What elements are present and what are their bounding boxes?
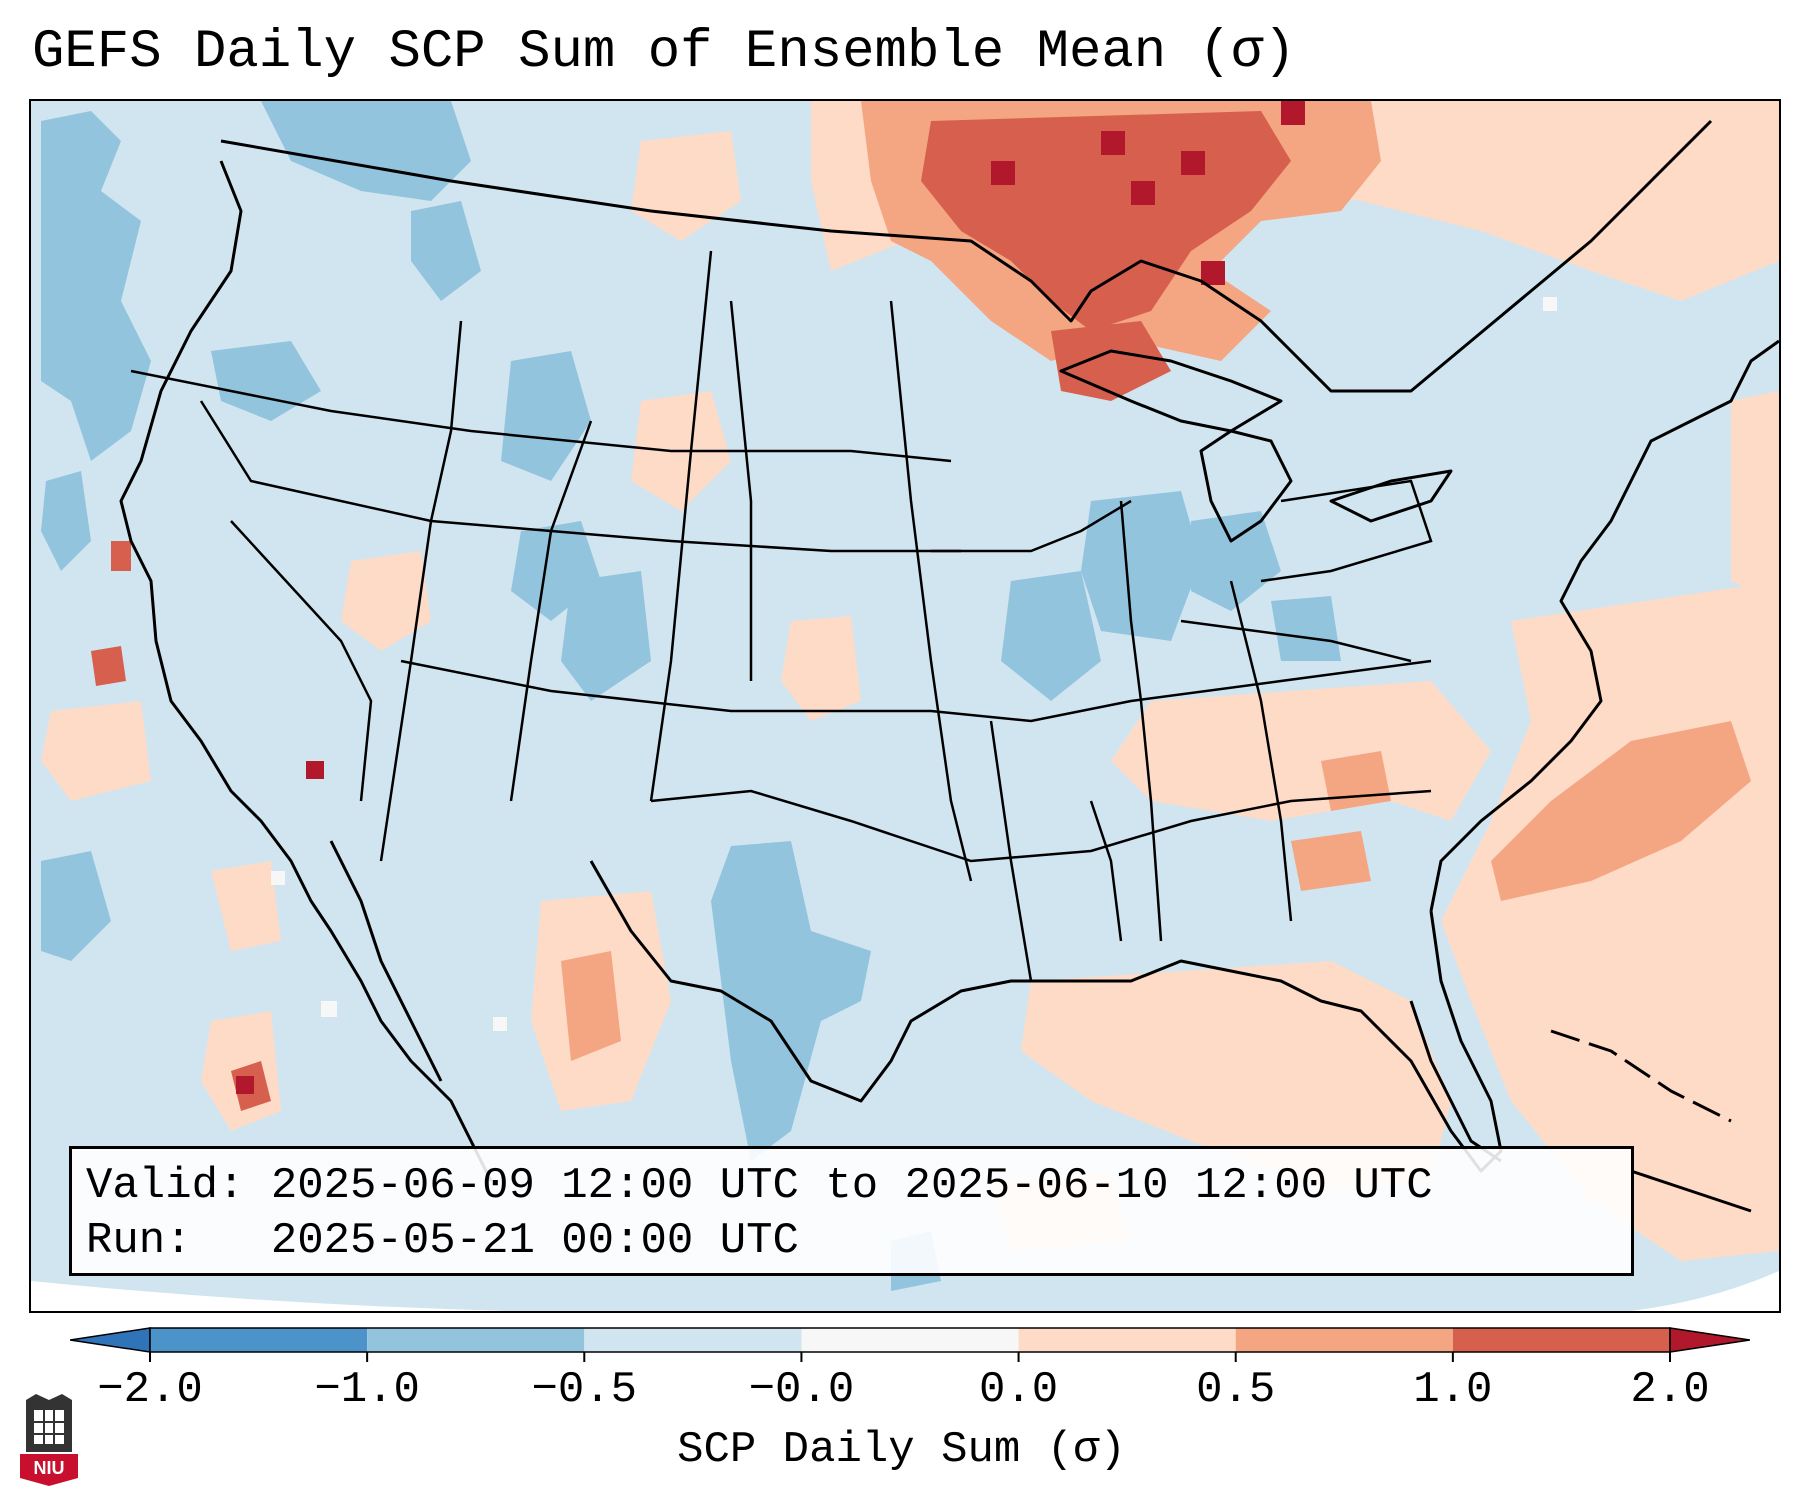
out-of-domain-area xyxy=(31,1281,831,1311)
colorbar-extend-high xyxy=(1669,1327,1750,1353)
coastlines xyxy=(119,119,1779,1213)
colorbar-bin xyxy=(1235,1328,1453,1352)
field-background xyxy=(31,101,1779,1311)
logo-shield xyxy=(20,1454,78,1486)
anomaly-map xyxy=(31,101,1779,1311)
colorbar-bins xyxy=(70,1327,1750,1353)
colorbar-tick-label: −1.0 xyxy=(314,1365,420,1415)
colorbar-bin xyxy=(367,1328,585,1352)
state-boundaries xyxy=(130,250,1433,982)
colorbar-extend-low xyxy=(70,1327,151,1353)
run-time-line: Run: 2025-05-21 00:00 UTC xyxy=(86,1216,799,1266)
valid-time-line: Valid: 2025-06-09 12:00 UTC to 2025-06-1… xyxy=(86,1161,1433,1211)
map-title: GEFS Daily SCP Sum of Ensemble Mean (σ) xyxy=(32,22,1296,83)
colorbar-tick-label: −2.0 xyxy=(97,1365,203,1415)
colorbar-bin xyxy=(150,1328,368,1352)
near-zero-cells xyxy=(271,297,1557,1031)
extreme-positive-cells xyxy=(236,101,1305,1094)
colorbar-bin xyxy=(584,1328,802,1352)
logo-text: NIU xyxy=(34,1458,65,1478)
map-panel: Valid: 2025-06-09 12:00 UTC to 2025-06-1… xyxy=(29,99,1781,1313)
valid-time-box: Valid: 2025-06-09 12:00 UTC to 2025-06-1… xyxy=(69,1146,1634,1276)
colorbar-tick-marks xyxy=(149,1352,1671,1362)
colorbar xyxy=(70,1327,1750,1362)
colorbar-tick-label: −0.5 xyxy=(531,1365,638,1415)
colorbar-border xyxy=(149,1327,1671,1353)
colorbar-label: SCP Daily Sum (σ) xyxy=(677,1425,1126,1475)
niu-logo: NIU xyxy=(20,1394,78,1486)
colorbar-tick-label: −0.0 xyxy=(748,1365,855,1415)
colorbar-tick-label: 0.5 xyxy=(1196,1365,1276,1415)
colorbar-bin xyxy=(1018,1328,1236,1352)
colorbar-bin xyxy=(1452,1328,1670,1352)
colorbar-tick-label: 1.0 xyxy=(1413,1365,1493,1415)
colorbar-tick-label: 0.0 xyxy=(978,1365,1059,1415)
colorbar-tick-label: 2.0 xyxy=(1630,1365,1710,1415)
colorbar-bin xyxy=(801,1328,1019,1352)
